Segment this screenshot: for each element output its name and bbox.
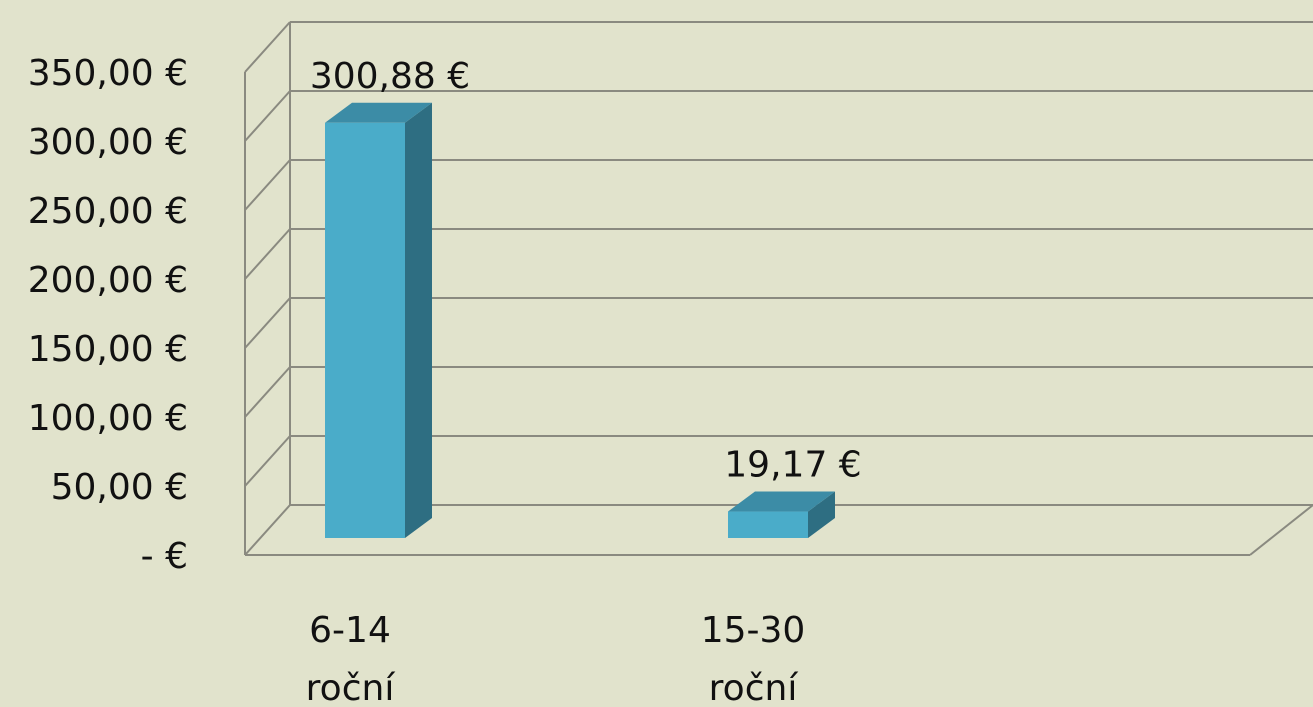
grid-line bbox=[244, 159, 291, 211]
x-tick-label: 6-14 bbox=[309, 610, 391, 651]
y-tick-label: 250,00 € bbox=[28, 191, 188, 232]
bar-top bbox=[325, 102, 432, 123]
grid-line bbox=[244, 297, 291, 349]
grid-line bbox=[244, 366, 291, 418]
bar bbox=[728, 511, 808, 538]
y-tick-label: 300,00 € bbox=[28, 122, 188, 163]
y-tick-label: - € bbox=[141, 536, 188, 577]
floor-line bbox=[1249, 504, 1313, 556]
y-tick-label: 150,00 € bbox=[28, 329, 188, 370]
grid-line bbox=[244, 90, 291, 142]
grid-line bbox=[244, 435, 291, 487]
bar bbox=[325, 122, 405, 539]
y-tick-label: 50,00 € bbox=[51, 467, 188, 508]
data-label: 19,17 € bbox=[724, 445, 861, 486]
grid-line bbox=[244, 228, 291, 280]
bar-side bbox=[405, 102, 432, 539]
bar-top bbox=[728, 491, 835, 512]
data-label: 300,88 € bbox=[310, 56, 470, 97]
y-tick-label: 200,00 € bbox=[28, 260, 188, 301]
x-tick-label: 15-30 bbox=[701, 610, 806, 651]
grid-line bbox=[244, 21, 291, 73]
x-tick-label: roční bbox=[709, 668, 799, 707]
x-tick-label: roční bbox=[306, 668, 396, 707]
grid-line bbox=[244, 504, 291, 556]
y-tick-label: 350,00 € bbox=[28, 53, 188, 94]
y-tick-label: 100,00 € bbox=[28, 398, 188, 439]
bar-side bbox=[808, 491, 835, 538]
